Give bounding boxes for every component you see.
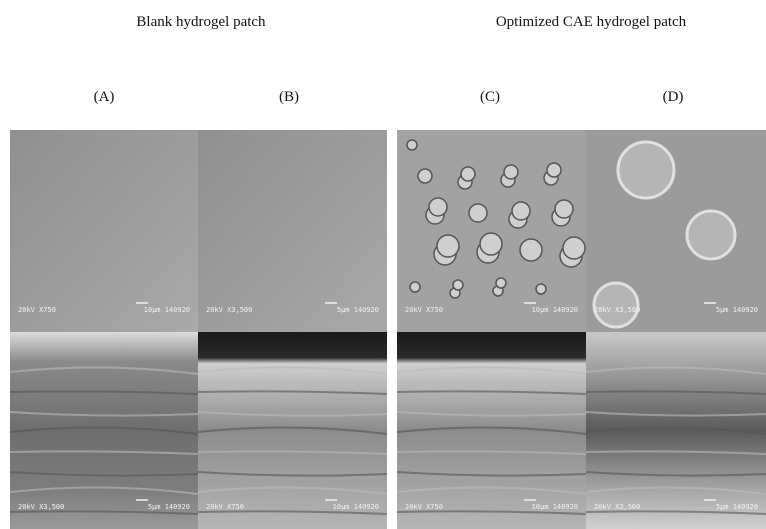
texture: [594, 283, 638, 327]
micrograph: [198, 130, 387, 332]
micrograph: [397, 130, 586, 332]
panel-label: (A): [94, 89, 115, 105]
texture: [687, 211, 735, 259]
scale-label: 5µm 140920: [716, 503, 758, 511]
magnification: 20kV X3,500: [206, 306, 252, 314]
texture: [418, 169, 432, 183]
texture: [547, 163, 561, 177]
texture: [453, 280, 463, 290]
texture: [520, 239, 542, 261]
texture: [437, 235, 459, 257]
magnification: 20kV X750: [206, 503, 244, 511]
texture: [469, 204, 487, 222]
group-title: Optimized CAE hydrogel patch: [496, 14, 687, 30]
texture: [512, 202, 530, 220]
micrograph: [10, 130, 198, 332]
figure: Blank hydrogel patch Optimized CAE hydro…: [0, 0, 766, 529]
magnification: 20kV X3,500: [594, 503, 640, 511]
texture: [555, 200, 573, 218]
scale-label: 5µm 140920: [716, 306, 758, 314]
texture: [536, 284, 546, 294]
magnification: 20kV X750: [405, 306, 443, 314]
scale-label: 10µm 140920: [532, 503, 578, 511]
magnification: 20kV X3,500: [18, 503, 64, 511]
texture: [618, 142, 674, 198]
panel-label: (D): [663, 89, 684, 105]
magnification: 20kV X750: [405, 503, 443, 511]
magnification: 20kV X750: [18, 306, 56, 314]
texture: [407, 140, 417, 150]
panel-label: (C): [480, 89, 500, 105]
texture: [410, 282, 420, 292]
texture: [480, 233, 502, 255]
texture: [504, 165, 518, 179]
scale-label: 10µm 140920: [333, 503, 379, 511]
texture: [563, 237, 585, 259]
scale-label: 5µm 140920: [148, 503, 190, 511]
scale-label: 5µm 140920: [337, 306, 379, 314]
scale-label: 10µm 140920: [532, 306, 578, 314]
panel-label: (B): [279, 89, 299, 105]
group-title: Blank hydrogel patch: [136, 14, 266, 30]
scale-label: 10µm 140920: [144, 306, 190, 314]
texture: [496, 278, 506, 288]
panels: (A) 20kV X750 10µm 140920 20kV X3,500 5µm 14…: [10, 89, 766, 529]
texture: [429, 198, 447, 216]
magnification: 20kV X3,500: [594, 306, 640, 314]
texture: [461, 167, 475, 181]
